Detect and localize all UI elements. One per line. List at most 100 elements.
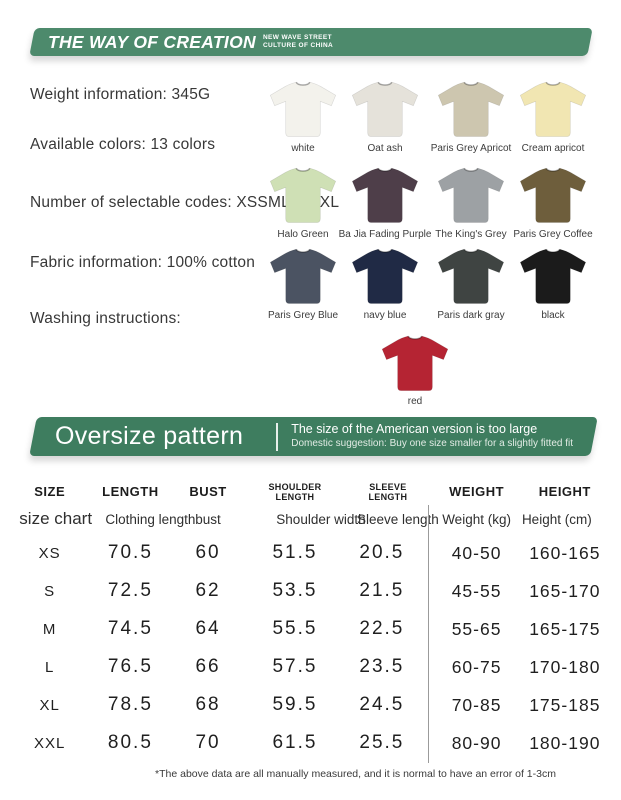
table-row: XL 78.5 68 59.5 24.5 70-85 175-185 (0, 686, 621, 724)
table-cell-bust: 62 (195, 580, 221, 601)
info-washing: Washing instructions: (30, 310, 181, 327)
table-row: S 72.5 62 53.5 21.5 45-55 165-170 (0, 572, 621, 610)
column-subheader: Height (cm) (521, 511, 592, 527)
table-cell-length: 74.5 (107, 618, 153, 639)
tshirt-color-label: The King's Grey (435, 229, 507, 240)
tshirt-icon (269, 81, 337, 137)
table-cell-bust: 60 (195, 542, 221, 563)
column-header: SHOULDER LENGTH (268, 481, 322, 502)
tshirt-icon (351, 248, 419, 304)
table-cell-sleeve: 23.5 (359, 656, 405, 677)
table-cell-shoulder: 55.5 (272, 618, 318, 639)
brand-title: THE WAY OF CREATION (48, 31, 256, 52)
oversize-divider-line (276, 422, 279, 451)
table-cell-weight: 60-75 (451, 656, 502, 677)
oversize-note: The size of the American version is too … (291, 422, 573, 450)
table-cell-sleeve: 25.5 (359, 732, 405, 753)
tshirt-color-label: Paris Grey Coffee (513, 229, 593, 240)
brand-subtitle-line1: NEW WAVE STREET (262, 34, 333, 42)
table-cell-size: M (42, 620, 57, 638)
oversize-title: Oversize pattern (55, 422, 244, 450)
oversize-note-line1: The size of the American version is too … (291, 422, 538, 437)
table-cell-bust: 70 (195, 732, 221, 753)
oversize-banner: Oversize pattern The size of the America… (29, 417, 598, 456)
table-row: XXL 80.5 70 61.5 25.5 80-90 180-190 (0, 724, 621, 762)
tshirt-color-label: Cream apricot (521, 143, 585, 154)
info-fabric: Fabric information: 100% cotton (30, 254, 256, 271)
tshirt-icon (519, 167, 587, 223)
tshirt-icon (437, 81, 505, 137)
tshirt-color-label: white (291, 143, 315, 154)
table-cell-shoulder: 51.5 (272, 542, 318, 563)
table-cell-weight: 40-50 (451, 542, 502, 563)
table-cell-length: 76.5 (107, 656, 153, 677)
table-row: L 76.5 66 57.5 23.5 60-75 170-180 (0, 648, 621, 686)
table-cell-size: XS (38, 544, 61, 562)
tshirt-color-label: Ba Jia Fading Purple (338, 229, 432, 240)
tshirt-swatch-paris-grey-blue: Paris Grey Blue (256, 245, 350, 322)
tshirt-color-label: navy blue (363, 310, 407, 321)
table-cell-weight: 80-90 (451, 732, 502, 753)
column-subheader: bust (195, 511, 221, 527)
table-cell-sleeve: 20.5 (359, 542, 405, 563)
table-cell-height: 165-170 (529, 580, 601, 601)
table-cell-shoulder: 57.5 (272, 656, 318, 677)
table-subheader-row: size chart Clothing length bust Shoulder… (0, 504, 621, 534)
column-header: HEIGHT (538, 483, 591, 499)
brand-subtitle: NEW WAVE STREET CULTURE OF CHINA (263, 34, 333, 50)
tshirt-icon (351, 81, 419, 137)
table-cell-size: XL (39, 696, 60, 714)
table-cell-length: 72.5 (107, 580, 153, 601)
tshirt-swatch-halo-green: Halo Green (256, 164, 350, 241)
size-chart-table: SIZE LENGTH BUST SHOULDER LENGTH SLEEVE … (0, 480, 621, 762)
table-cell-sleeve: 22.5 (359, 618, 405, 639)
column-header: SIZE (34, 483, 66, 499)
tshirt-swatch-paris-grey-apricot: Paris Grey Apricot (424, 78, 518, 155)
table-cell-sleeve: 24.5 (359, 694, 405, 715)
table-cell-height: 175-185 (529, 694, 601, 715)
column-header: BUST (189, 483, 227, 499)
table-cell-shoulder: 53.5 (272, 580, 318, 601)
table-cell-shoulder: 59.5 (272, 694, 318, 715)
tshirt-color-label: black (541, 310, 565, 321)
brand-subtitle-line2: CULTURE OF CHINA (262, 42, 334, 49)
column-header: SLEEVE LENGTH (368, 481, 408, 502)
table-header-row: SIZE LENGTH BUST SHOULDER LENGTH SLEEVE … (0, 480, 621, 504)
column-subheader: Weight (kg) (442, 511, 511, 527)
tshirt-swatch-paris-dark-gray: Paris dark gray (424, 245, 518, 322)
table-cell-height: 160-165 (529, 542, 601, 563)
table-cell-shoulder: 61.5 (272, 732, 318, 753)
info-codes: Number of selectable codes: XSSMLXLXXL (30, 194, 340, 211)
table-cell-length: 70.5 (107, 542, 153, 563)
tshirt-icon (437, 248, 505, 304)
brand-banner: THE WAY OF CREATION NEW WAVE STREET CULT… (29, 28, 593, 56)
table-cell-height: 165-175 (529, 618, 601, 639)
table-cell-weight: 70-85 (451, 694, 502, 715)
column-header: LENGTH (102, 483, 159, 499)
tshirt-swatch-paris-grey-coffee: Paris Grey Coffee (506, 164, 600, 241)
tshirt-swatch-navy-blue: navy blue (338, 245, 432, 322)
tshirt-icon (519, 248, 587, 304)
table-cell-weight: 55-65 (451, 618, 502, 639)
tshirt-icon (351, 167, 419, 223)
table-cell-height: 180-190 (529, 732, 601, 753)
tshirt-icon (437, 167, 505, 223)
table-row: M 74.5 64 55.5 22.5 55-65 165-175 (0, 610, 621, 648)
tshirt-color-label: Paris dark gray (437, 310, 505, 321)
tshirt-swatch-ba-jia-fading-purple: Ba Jia Fading Purple (338, 164, 432, 241)
tshirt-swatch-the-kings-grey: The King's Grey (424, 164, 518, 241)
table-cell-size: L (45, 658, 55, 676)
tshirt-color-label: Halo Green (277, 229, 329, 240)
info-weight: Weight information: 345G (30, 86, 211, 103)
measurement-footnote: *The above data are all manually measure… (155, 768, 556, 780)
tshirt-swatch-cream-apricot: Cream apricot (506, 78, 600, 155)
table-cell-height: 170-180 (529, 656, 601, 677)
tshirt-icon (269, 248, 337, 304)
table-cell-weight: 45-55 (451, 580, 502, 601)
table-row: XS 70.5 60 51.5 20.5 40-50 160-165 (0, 534, 621, 572)
tshirt-icon (381, 335, 449, 391)
table-cell-bust: 66 (195, 656, 221, 677)
table-cell-sleeve: 21.5 (359, 580, 405, 601)
tshirt-swatch-white: white (256, 78, 350, 155)
